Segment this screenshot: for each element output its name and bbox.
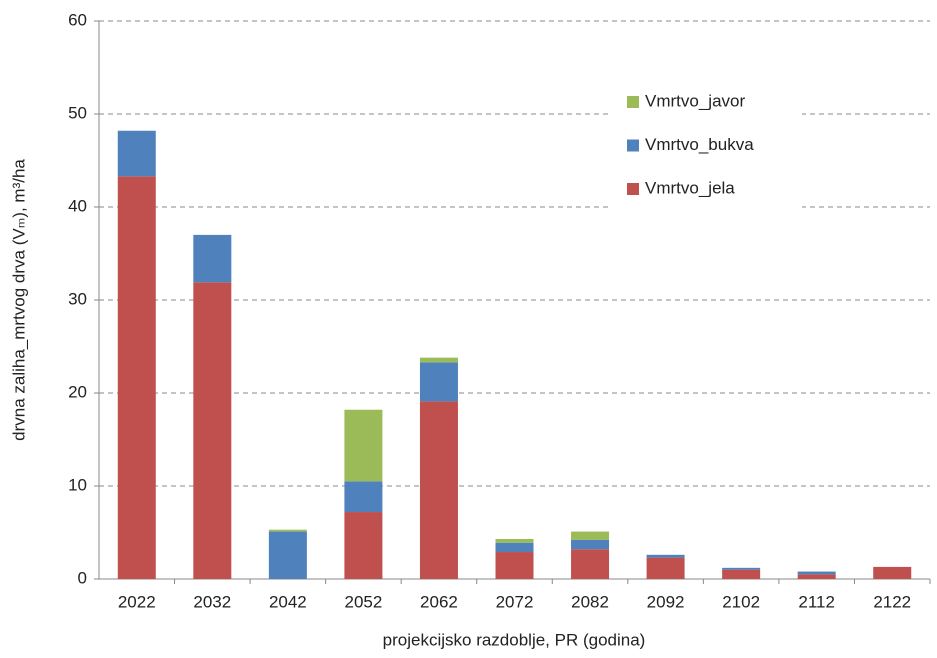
y-tick-label: 50	[68, 103, 87, 122]
legend-swatch	[627, 139, 639, 152]
bar-segment	[797, 574, 836, 579]
x-tick-label: 2052	[344, 592, 382, 611]
x-tick-label: 2092	[647, 592, 685, 611]
y-tick-label: 20	[68, 382, 87, 401]
x-tick-label: 2042	[269, 592, 307, 611]
y-tick-label: 10	[68, 475, 87, 494]
bar-segment	[495, 539, 534, 543]
bar-segment	[722, 569, 761, 579]
bar-segment	[419, 401, 458, 579]
bar-segment	[571, 549, 610, 579]
x-tick-label: 2022	[118, 592, 156, 611]
bar-segment	[722, 567, 761, 570]
bar-segment	[419, 357, 458, 363]
x-tick-label: 2122	[873, 592, 911, 611]
y-tick-label: 40	[68, 196, 87, 215]
x-tick-label: 2112	[798, 592, 835, 611]
bar-segment	[193, 282, 232, 579]
bar-segment	[797, 571, 836, 575]
bar-segment	[419, 362, 458, 402]
y-tick-label: 30	[68, 289, 87, 308]
bar-segment	[344, 512, 383, 579]
bar-segment	[646, 554, 685, 558]
y-tick-label: 60	[68, 10, 87, 29]
x-tick-label: 2032	[193, 592, 231, 611]
y-tick-label: 0	[78, 568, 87, 587]
x-tick-label: 2102	[722, 592, 760, 611]
y-axis-title: drvna zaliha_mrtvog drva (Vₘ), m³/ha	[9, 159, 28, 441]
legend-box	[612, 85, 802, 210]
x-tick-label: 2072	[496, 592, 534, 611]
bar-segment	[268, 529, 307, 532]
legend-label: Vmrtvo_jela	[645, 178, 735, 197]
bar-segment	[117, 176, 156, 579]
bar-segment	[344, 481, 383, 513]
legend-label: Vmrtvo_javor	[645, 91, 745, 110]
x-axis-title: projekcijsko razdoblje, PR (godina)	[383, 630, 646, 649]
bar-segment	[193, 234, 232, 283]
bar-segment	[495, 542, 534, 553]
bar-segment	[646, 557, 685, 579]
bar-segment	[571, 531, 610, 540]
legend-swatch	[627, 96, 639, 108]
x-tick-label: 2062	[420, 592, 458, 611]
bar-segment	[268, 531, 307, 579]
bar-segment	[344, 409, 383, 482]
legend-label: Vmrtvo_bukva	[645, 135, 754, 154]
bar-segment	[873, 566, 912, 579]
legend-swatch	[627, 183, 639, 195]
x-tick-label: 2082	[571, 592, 609, 611]
bar-segment	[117, 130, 156, 177]
bar-segment	[571, 539, 610, 550]
bar-segment	[495, 552, 534, 579]
